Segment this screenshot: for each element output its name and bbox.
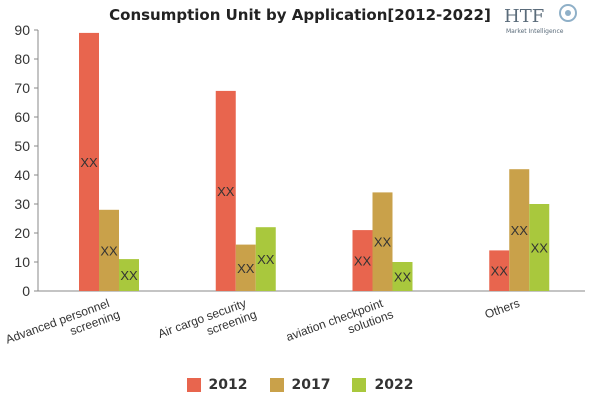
legend-swatch: [352, 378, 367, 392]
legend: 2012 2017 2022: [0, 377, 600, 393]
y-tick-label: 30: [14, 196, 30, 212]
bar-2012-2: [352, 230, 373, 291]
data-label: XX: [354, 254, 372, 269]
bars: [79, 32, 550, 292]
bar-2012-1: [215, 90, 236, 292]
category-label-line: Others: [483, 296, 522, 321]
y-tick-label: 90: [14, 22, 30, 38]
bar-2012-3: [489, 250, 510, 291]
data-label: XX: [394, 270, 412, 285]
data-label: XX: [374, 235, 392, 250]
y-tick-label: 60: [14, 109, 30, 125]
data-label: XX: [531, 241, 549, 256]
y-tick-label: 80: [14, 51, 30, 67]
data-label: XX: [237, 261, 255, 276]
y-tick-label: 40: [14, 167, 30, 183]
data-label: XX: [491, 264, 509, 279]
bar-2022-0: [119, 259, 139, 291]
legend-item-2022: 2022: [352, 377, 413, 393]
bar-2017-0: [99, 209, 119, 291]
legend-swatch: [269, 378, 284, 392]
bar-2017-2: [372, 192, 393, 291]
y-tick-label: 10: [14, 254, 30, 270]
category-label-3: Others: [483, 296, 522, 321]
legend-swatch: [186, 378, 201, 392]
y-tick-label: 20: [14, 225, 30, 241]
legend-label: 2012: [208, 377, 248, 393]
bar-2022-1: [255, 227, 276, 291]
bar-2022-2: [392, 262, 413, 291]
svg-text:Market Intelligence: Market Intelligence: [506, 28, 564, 35]
bar-2012-0: [79, 32, 99, 292]
data-label: XX: [511, 223, 529, 238]
legend-item-2012: 2012: [186, 377, 248, 393]
axes: 0 10 20 30 40 50 60 70 80 90: [14, 22, 585, 299]
legend-label: 2017: [291, 377, 331, 393]
data-label: XX: [120, 268, 138, 283]
y-tick-label: 0: [22, 283, 30, 299]
legend-label: 2022: [374, 377, 414, 393]
chart-title: Consumption Unit by Application[2012-202…: [109, 6, 491, 24]
data-label: XX: [80, 155, 98, 170]
data-label: XX: [257, 252, 275, 267]
bar-2017-1: [235, 244, 256, 291]
svg-text:HTF: HTF: [504, 6, 544, 27]
legend-item-2017: 2017: [269, 377, 331, 393]
htf-logo: HTF Market Intelligence: [504, 4, 577, 35]
y-tick-label: 70: [14, 80, 30, 96]
y-tick-label: 50: [14, 138, 30, 154]
data-label: XX: [217, 184, 235, 199]
bar-2017-3: [509, 169, 530, 291]
data-label: XX: [100, 243, 118, 258]
bar-2022-3: [529, 204, 550, 291]
